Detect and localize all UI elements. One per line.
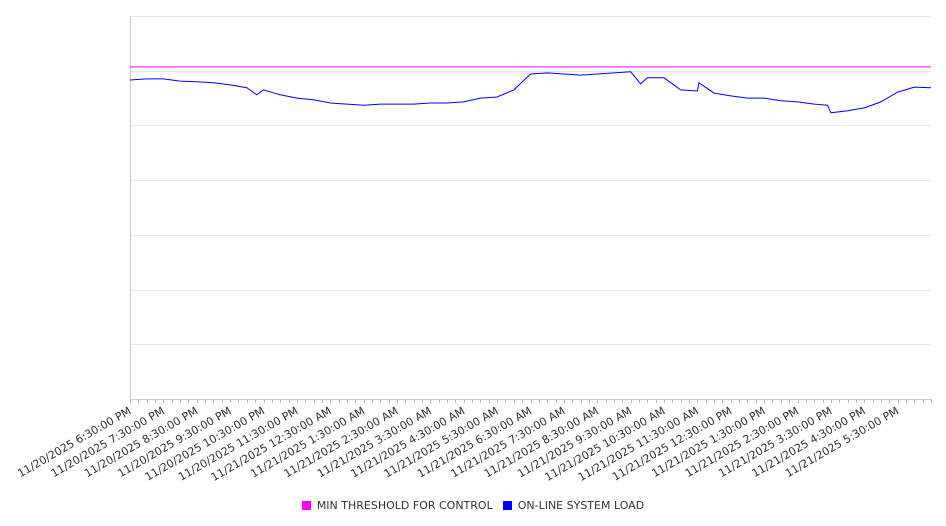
legend-label: MIN THRESHOLD FOR CONTROL	[316, 499, 493, 512]
legend-item-threshold[interactable]: MIN THRESHOLD FOR CONTROL	[301, 499, 493, 512]
legend-swatch-threshold	[301, 501, 311, 510]
system-load-line	[129, 71, 932, 114]
legend-label: ON-LINE SYSTEM LOAD	[517, 499, 645, 512]
legend-swatch-load	[502, 501, 512, 510]
legend-item-load[interactable]: ON-LINE SYSTEM LOAD	[502, 499, 645, 512]
legend: MIN THRESHOLD FOR CONTROL ON-LINE SYSTEM…	[0, 499, 946, 512]
